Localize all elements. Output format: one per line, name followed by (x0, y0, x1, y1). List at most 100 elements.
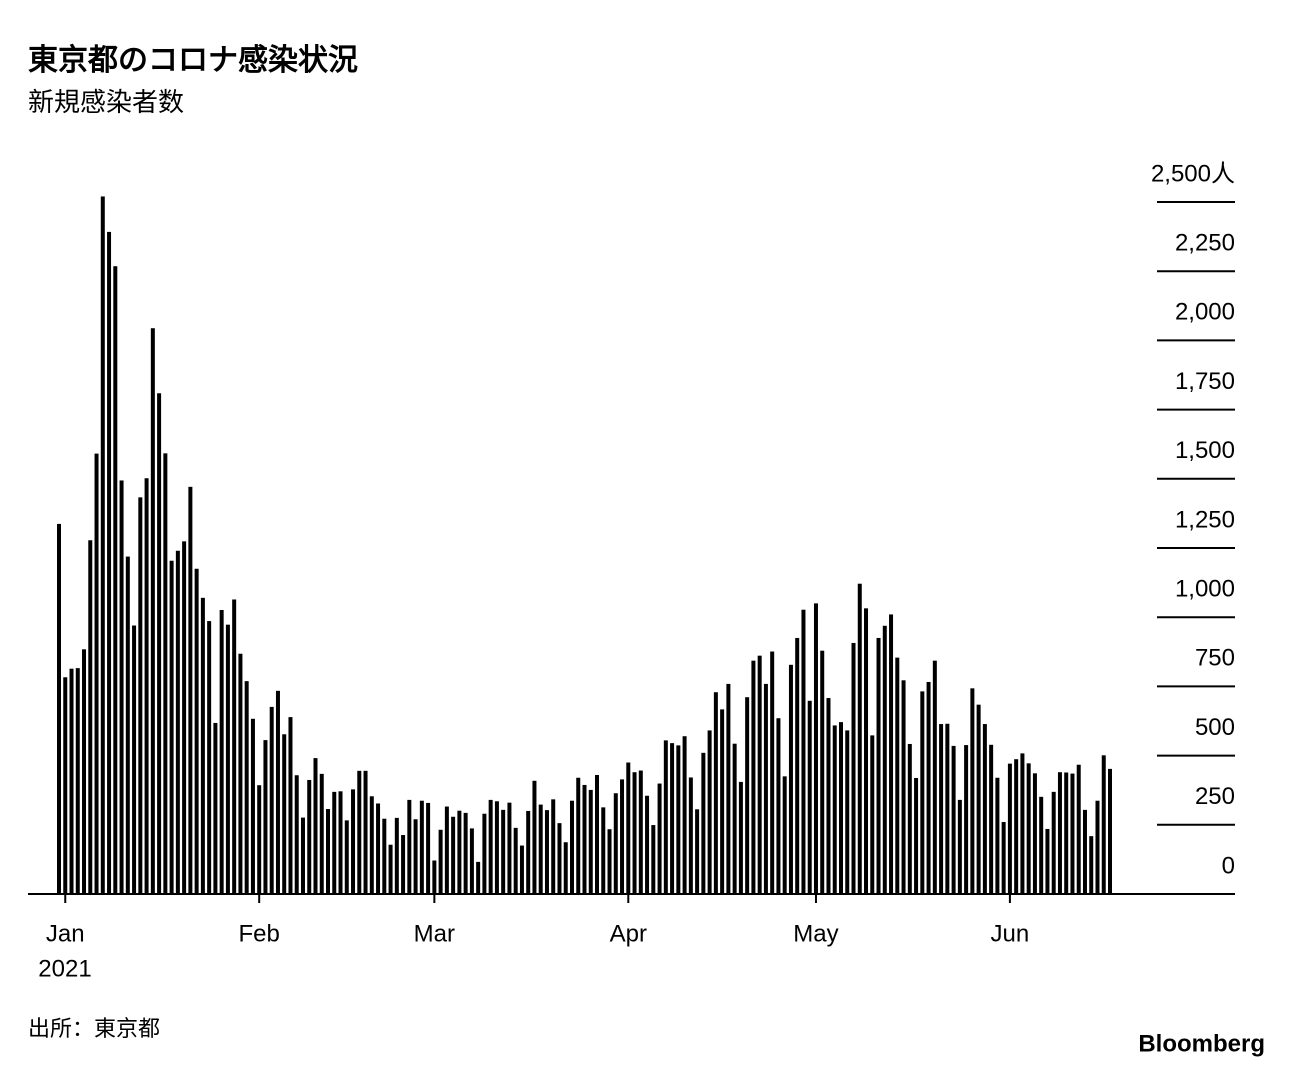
bar (1039, 796, 1044, 894)
chart-subtitle: 新規感染者数 (28, 87, 184, 117)
bar (813, 603, 818, 894)
bar (601, 807, 606, 894)
bar (569, 800, 574, 894)
bar (413, 819, 418, 894)
bar (144, 478, 149, 894)
x-tick-label: Mar (414, 920, 455, 947)
bar (920, 691, 925, 894)
bar (1101, 755, 1106, 894)
bar (945, 723, 950, 894)
bar (964, 745, 969, 894)
bar (125, 556, 130, 894)
x-tick-label: Apr (610, 920, 647, 947)
bar (113, 266, 118, 894)
bar (788, 664, 793, 894)
bar (551, 799, 556, 894)
bar (926, 681, 931, 894)
bar (857, 583, 862, 894)
bar (426, 802, 431, 894)
bar (695, 809, 700, 894)
bar (989, 744, 994, 894)
bar (275, 690, 280, 894)
bar (94, 453, 99, 894)
y-tick-label: 1,750 (1175, 368, 1235, 395)
bar (782, 776, 787, 894)
bar (588, 789, 593, 894)
bar (451, 816, 456, 894)
bar (225, 624, 230, 894)
bar (907, 743, 912, 894)
bar (163, 453, 168, 894)
bar (244, 681, 249, 894)
y-tick-label: 2,250 (1175, 230, 1235, 257)
bar (713, 692, 718, 894)
bar (250, 718, 255, 894)
y-tick-label: 1,500 (1175, 437, 1235, 464)
bar (851, 642, 856, 894)
bar (1070, 773, 1075, 894)
bar (394, 817, 399, 894)
bar (294, 775, 299, 894)
bar (150, 328, 155, 894)
bar (332, 791, 337, 894)
bar (763, 683, 768, 894)
y-tick-label: 1,250 (1175, 506, 1235, 533)
bar (845, 730, 850, 894)
bar (544, 810, 549, 894)
bar (175, 550, 180, 894)
bar (82, 649, 87, 894)
bar (132, 625, 137, 894)
bar (494, 801, 499, 894)
x-year-label: 2021 (38, 955, 91, 982)
bar (463, 812, 468, 894)
bar (282, 734, 287, 894)
bar (651, 825, 656, 894)
bar (726, 683, 731, 894)
bar (469, 828, 474, 894)
bar (901, 680, 906, 894)
x-tick-label: May (793, 920, 838, 947)
bar (1051, 791, 1056, 894)
bar (257, 785, 262, 894)
bar (1045, 828, 1050, 894)
bar (351, 789, 356, 894)
bar (707, 730, 712, 894)
bar (776, 718, 781, 894)
bar (401, 835, 406, 894)
bar (701, 752, 706, 894)
x-tick-label: Jun (991, 920, 1030, 947)
bar (519, 845, 524, 894)
bar (307, 779, 312, 894)
bar (582, 784, 587, 894)
bar (632, 772, 637, 894)
bar (663, 740, 668, 894)
bar (595, 774, 600, 894)
bar (1020, 753, 1025, 894)
bar (807, 700, 812, 894)
bar (732, 743, 737, 894)
bar (238, 653, 243, 894)
bar (1076, 764, 1081, 894)
bar (838, 722, 843, 894)
bar (957, 799, 962, 894)
chart-title: 東京都のコロナ感染状況 (28, 43, 358, 77)
bar (751, 660, 756, 894)
bar (638, 770, 643, 894)
bar (576, 777, 581, 894)
bar (63, 677, 68, 894)
bar (1007, 763, 1012, 894)
bar (357, 770, 362, 894)
bar (970, 688, 975, 894)
brand: Bloomberg (1138, 1030, 1265, 1057)
bar (889, 614, 894, 894)
bar (388, 844, 393, 894)
bar (820, 650, 825, 894)
bar (88, 540, 93, 894)
bar (344, 820, 349, 894)
bar (376, 803, 381, 894)
bar (188, 486, 193, 894)
bar (914, 778, 919, 894)
bar (676, 745, 681, 894)
bar (369, 796, 374, 894)
